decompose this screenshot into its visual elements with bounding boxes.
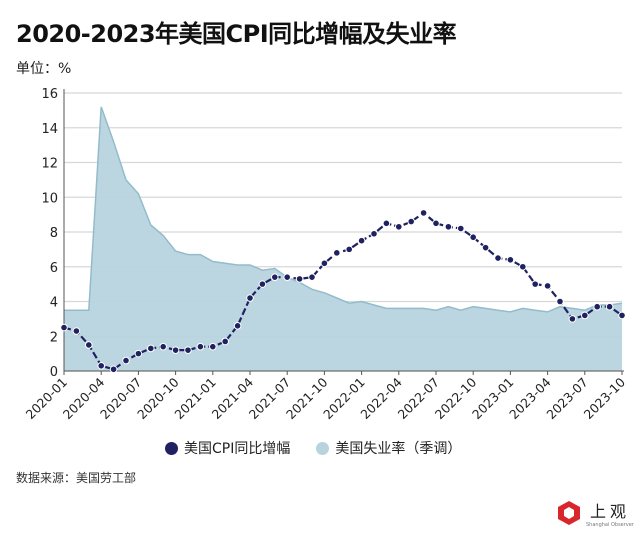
legend-item-cpi: 美国CPI同比增幅 (165, 438, 290, 458)
cpi-point (419, 209, 428, 217)
cpi-point (581, 311, 589, 320)
cpi-point (209, 342, 217, 351)
cpi-point (556, 297, 564, 306)
cpi-point (395, 222, 403, 231)
legend-marker-unemployment (316, 441, 330, 455)
chart-title: 2020-2023年美国CPI同比增幅及失业率 (16, 20, 457, 48)
legend: 美国CPI同比增幅 美国失业率（季调） (165, 438, 461, 458)
y-tick-label: 14 (41, 122, 58, 137)
cpi-point (109, 365, 118, 374)
cpi-point (283, 273, 292, 281)
cpi-point (60, 323, 68, 332)
cpi-point (320, 259, 329, 268)
cpi-point (134, 349, 143, 358)
cpi-point (159, 342, 167, 351)
cpi-point (531, 280, 540, 288)
cpi-point (184, 346, 192, 354)
cpi-point (246, 294, 254, 302)
cpi-point (196, 342, 205, 351)
y-tick-label: 4 (50, 296, 58, 311)
y-tick-label: 10 (41, 191, 58, 206)
cpi-point (457, 224, 465, 233)
y-tick-label: 16 (41, 87, 58, 102)
cpi-point (221, 337, 229, 346)
cpi-point (171, 346, 180, 354)
cpi-point (258, 280, 267, 288)
logo: 上观 Shanghai Observer (556, 498, 634, 528)
cpi-point (308, 273, 316, 281)
unit-label: 单位：% (16, 61, 72, 77)
cpi-point (543, 282, 552, 290)
legend-marker-cpi (165, 441, 178, 455)
cpi-point (370, 229, 378, 238)
cpi-point (72, 327, 81, 335)
y-tick-label: 0 (50, 365, 58, 380)
cpi-point (333, 249, 341, 257)
cpi-point (122, 356, 130, 365)
cpi-point (506, 256, 515, 264)
y-tick-label: 2 (50, 330, 58, 345)
cpi-point (481, 243, 490, 252)
logo-text: 上观 (589, 502, 630, 521)
cpi-point (233, 322, 242, 330)
cpi-point (469, 233, 478, 242)
cpi-point (271, 273, 279, 281)
cpi-point (618, 311, 626, 320)
cpi-point (382, 219, 391, 228)
x-tick-label: 2023-10 (581, 374, 629, 422)
y-tick-label: 6 (50, 261, 58, 276)
y-tick-label: 12 (41, 157, 58, 172)
unemployment-line (64, 106, 623, 313)
cpi-point (345, 245, 354, 254)
legend-label-cpi: 美国CPI同比增幅 (184, 441, 291, 457)
cpi-point (85, 341, 93, 349)
source-note: 数据来源：美国劳工部 (16, 471, 137, 485)
cpi-point (432, 219, 440, 228)
unemployment-area (64, 106, 622, 372)
cpi-point (147, 344, 155, 353)
cpi-point (444, 222, 453, 231)
logo-icon (558, 501, 580, 525)
cpi-point (519, 262, 527, 271)
cpi-point (295, 275, 304, 283)
chart: 02468101214162020-012020-042020-072020-1… (23, 87, 629, 422)
logo-subtext: Shanghai Observer (586, 522, 634, 528)
cpi-point (407, 217, 416, 226)
legend-label-unemployment: 美国失业率（季调） (335, 441, 462, 457)
cpi-point (568, 315, 577, 323)
cpi-point (357, 236, 366, 245)
cpi-point (494, 254, 502, 262)
legend-item-unemployment: 美国失业率（季调） (316, 438, 461, 458)
cpi-point (593, 302, 602, 311)
y-tick-label: 8 (50, 226, 58, 241)
cpi-point (97, 361, 105, 370)
cpi-point (605, 302, 614, 311)
